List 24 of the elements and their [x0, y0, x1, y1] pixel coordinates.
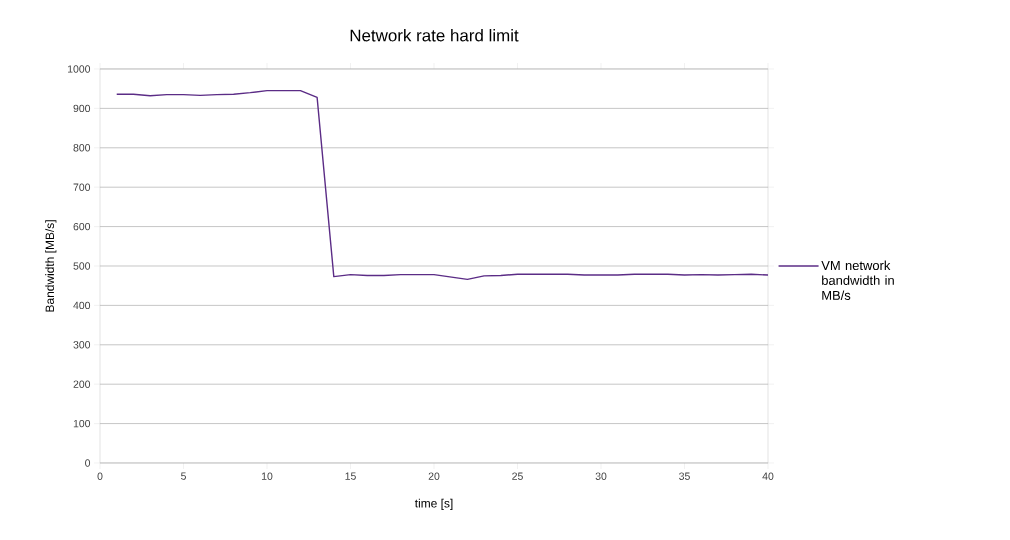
chart-title: Network rate hard limit — [350, 29, 519, 42]
x-tick-label: 35 — [679, 472, 690, 480]
x-axis-title: time [s] — [414, 498, 453, 510]
y-tick-label: 800 — [73, 144, 91, 152]
y-tick-label: 400 — [73, 301, 91, 310]
y-tick-label: 200 — [73, 380, 91, 388]
x-tick-label: 20 — [428, 472, 440, 480]
y-axis-title: Bandwidth [MB/s] — [45, 220, 57, 312]
x-tick-label: 15 — [345, 472, 356, 480]
x-tick-label: 25 — [512, 472, 523, 480]
y-tick-label: 300 — [73, 341, 91, 349]
x-tick-label: 10 — [261, 472, 273, 480]
x-tick-label: 5 — [181, 472, 186, 480]
y-tick-label: 700 — [73, 183, 91, 191]
y-tick-label: 600 — [73, 222, 91, 231]
legend-label: VM network bandwidth in MB/s — [821, 260, 894, 300]
x-tick-label: 30 — [595, 472, 607, 480]
y-tick-label: 0 — [85, 459, 91, 467]
y-tick-label: 100 — [73, 419, 91, 428]
y-tick-label: 1000 — [68, 65, 91, 73]
y-tick-label: 500 — [73, 262, 91, 270]
y-tick-label: 900 — [73, 104, 91, 113]
x-tick-label: 40 — [762, 472, 774, 480]
x-tick-label: 0 — [97, 472, 103, 480]
